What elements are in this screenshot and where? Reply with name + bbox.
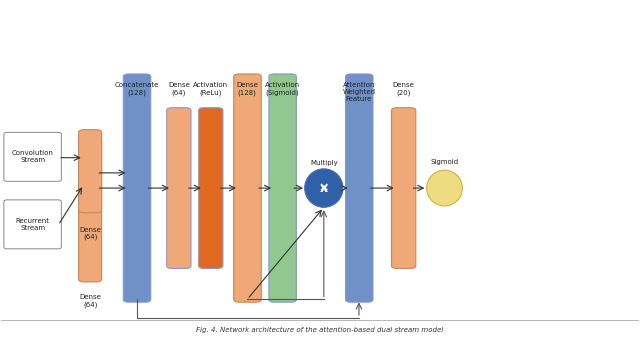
FancyBboxPatch shape <box>269 74 296 302</box>
Text: Dense
(64): Dense (64) <box>79 227 101 240</box>
Text: Fig. 4. Network architecture of the attention-based dual stream model: Fig. 4. Network architecture of the atte… <box>196 327 444 333</box>
Text: Activation
(ReLu): Activation (ReLu) <box>193 82 228 96</box>
Ellipse shape <box>427 170 463 206</box>
Ellipse shape <box>305 169 343 207</box>
Text: Dense
(64): Dense (64) <box>79 294 101 308</box>
Text: Attention
Weighted
Feature: Attention Weighted Feature <box>342 82 376 102</box>
Text: Convolution
Stream: Convolution Stream <box>12 150 54 163</box>
Text: Recurrent
Stream: Recurrent Stream <box>15 218 50 231</box>
FancyBboxPatch shape <box>167 108 191 268</box>
Text: Dense
(64): Dense (64) <box>168 82 190 96</box>
Text: x: x <box>320 182 328 195</box>
FancyBboxPatch shape <box>4 132 61 181</box>
FancyBboxPatch shape <box>346 74 373 302</box>
FancyBboxPatch shape <box>234 74 261 302</box>
Text: Concatenate
(128): Concatenate (128) <box>115 82 159 96</box>
Text: ×: × <box>319 182 329 195</box>
Text: Dense
(128): Dense (128) <box>236 82 258 96</box>
FancyBboxPatch shape <box>79 135 102 282</box>
Text: Multiply: Multiply <box>310 160 338 166</box>
FancyBboxPatch shape <box>4 200 61 249</box>
FancyBboxPatch shape <box>79 129 102 213</box>
Text: Sigmoid: Sigmoid <box>431 159 459 165</box>
FancyBboxPatch shape <box>124 74 151 302</box>
FancyBboxPatch shape <box>198 108 223 268</box>
FancyBboxPatch shape <box>392 108 416 268</box>
Text: Dense
(20): Dense (20) <box>393 82 415 96</box>
Text: Activation
(Sigmoid): Activation (Sigmoid) <box>265 82 300 96</box>
